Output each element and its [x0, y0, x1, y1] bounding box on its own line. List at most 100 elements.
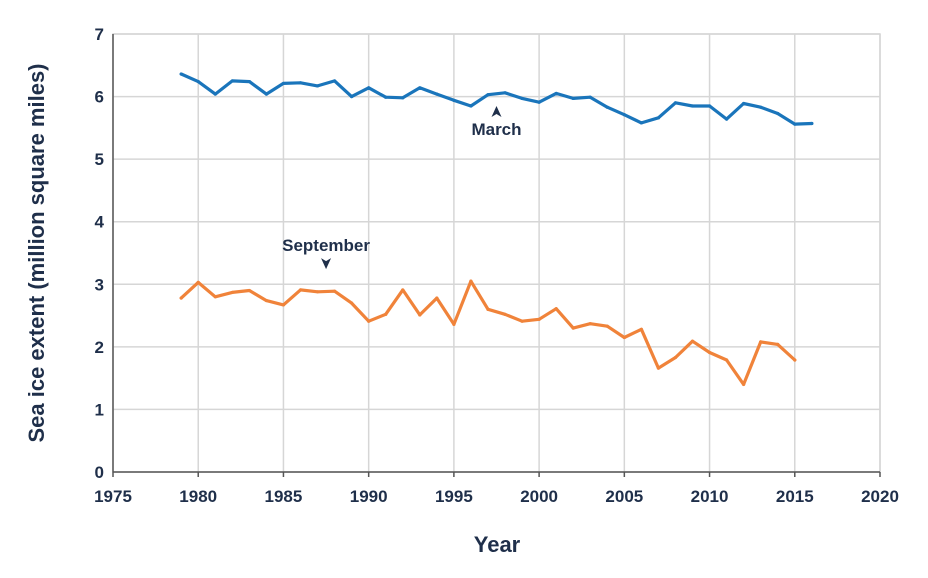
data-point-september: [503, 312, 507, 316]
data-point-september: [554, 307, 558, 311]
data-point-september: [520, 319, 524, 323]
data-point-march: [537, 100, 541, 104]
y-tick-label: 3: [95, 275, 104, 294]
data-point-september: [281, 303, 286, 307]
y-axis-title: Sea ice extent (million square miles): [24, 63, 49, 442]
data-point-september: [588, 322, 592, 326]
data-point-september: [486, 307, 490, 311]
data-point-september: [656, 366, 661, 370]
data-point-march: [452, 98, 456, 102]
data-point-september: [332, 289, 337, 293]
data-point-september: [367, 319, 371, 323]
series-line-march: [179, 72, 814, 126]
data-point-september: [179, 296, 183, 300]
data-point-march: [673, 101, 678, 105]
grid: [112, 33, 881, 473]
x-tick-label: 1995: [435, 487, 473, 506]
y-tick-label: 4: [95, 213, 105, 232]
axes: 0 1 2 3 4 5 6 7 1975 1980 1985 1990 1995 2000 2005 2010…: [94, 25, 899, 506]
data-point-march: [571, 96, 575, 101]
data-point-march: [281, 81, 286, 86]
annotation-label-september: September: [282, 236, 370, 255]
data-point-march: [520, 96, 524, 101]
data-point-september: [384, 312, 388, 316]
data-point-september: [298, 288, 303, 292]
x-tick-label: 1990: [350, 487, 388, 506]
data-point-september: [776, 342, 780, 346]
data-point-march: [588, 95, 592, 99]
data-point-march: [247, 79, 251, 84]
data-point-september: [469, 279, 473, 283]
data-point-march: [810, 121, 814, 126]
data-point-march: [196, 79, 200, 84]
data-point-march: [332, 79, 337, 83]
data-point-september: [350, 301, 354, 305]
data-point-march: [230, 79, 234, 83]
annotations: March September: [282, 105, 522, 270]
data-point-september: [213, 295, 217, 299]
y-tick-label: 1: [95, 400, 104, 419]
x-tick-label: 1980: [179, 487, 217, 506]
data-point-march: [656, 116, 661, 120]
data-point-march: [486, 93, 490, 97]
data-point-march: [793, 122, 797, 126]
data-point-september: [452, 322, 456, 326]
data-point-march: [298, 81, 303, 85]
data-point-september: [742, 382, 746, 386]
data-point-march: [435, 92, 439, 96]
data-point-march: [264, 92, 268, 96]
data-point-september: [230, 290, 234, 295]
data-point-september: [247, 288, 251, 293]
y-tick-label: 6: [95, 88, 104, 107]
data-point-september: [605, 324, 609, 328]
data-point-september: [401, 288, 405, 292]
data-point-september: [673, 355, 678, 360]
data-point-march: [469, 104, 473, 108]
data-point-september: [571, 326, 575, 330]
data-point-september: [639, 327, 643, 331]
data-point-march: [554, 91, 558, 96]
data-point-march: [742, 101, 746, 106]
data-point-march: [725, 117, 729, 121]
data-point-september: [707, 350, 712, 355]
annotation-label-march: March: [471, 120, 521, 139]
x-tick-label: 2015: [776, 487, 814, 506]
x-axis-title: Year: [474, 532, 521, 557]
x-tick-label: 2005: [605, 487, 643, 506]
data-point-september: [315, 290, 320, 294]
x-tick-label: 2000: [520, 487, 558, 506]
data-point-march: [418, 86, 422, 90]
data-point-march: [776, 111, 780, 116]
x-tick-label: 2020: [861, 487, 899, 506]
data-point-march: [367, 86, 371, 90]
data-point-september: [537, 317, 541, 321]
data-point-september: [725, 358, 729, 362]
x-tick-label: 2010: [691, 487, 729, 506]
data-point-september: [793, 358, 797, 362]
data-point-march: [690, 104, 695, 108]
data-point-march: [622, 113, 626, 117]
data-point-september: [759, 340, 763, 344]
x-tick-label: 1985: [265, 487, 303, 506]
y-tick-label: 5: [95, 150, 104, 169]
data-point-march: [179, 72, 183, 76]
y-tick-label: 2: [95, 338, 104, 357]
plot-frame: [112, 33, 881, 473]
annotation-arrow-march: [491, 105, 502, 117]
x-tick-label: 1975: [94, 487, 132, 506]
data-point-march: [213, 92, 217, 96]
data-point-march: [401, 96, 405, 100]
data-point-september: [264, 298, 268, 303]
data-point-march: [503, 91, 507, 95]
data-point-september: [690, 339, 695, 343]
data-point-march: [639, 121, 643, 125]
data-point-march: [759, 105, 763, 109]
y-tick-label: 0: [95, 463, 104, 482]
data-point-september: [435, 296, 439, 300]
y-tick-label: 7: [95, 25, 104, 44]
data-point-march: [350, 94, 354, 99]
annotation-arrow-september: [321, 258, 332, 270]
series-line-september: [179, 279, 797, 386]
